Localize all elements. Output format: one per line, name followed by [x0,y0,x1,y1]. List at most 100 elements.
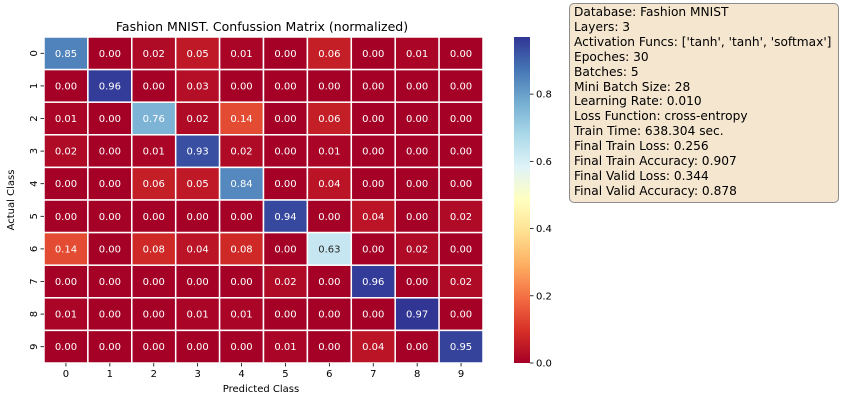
x-tick-label: 3 [194,369,200,380]
heatmap-cell [394,134,440,169]
cell-value-label: 0.04 [362,342,384,353]
cell-value-label: 0.00 [99,147,121,158]
x-tick-label: 9 [458,369,464,380]
cell-value-label: 0.00 [55,179,77,190]
colorbar-tick-label: 0.2 [536,291,552,302]
cell-value-label: 0.01 [55,114,77,125]
cell-value-label: 0.01 [143,147,165,158]
cell-value-label: 0.01 [230,49,252,60]
cell-value-label: 0.00 [99,114,121,125]
cell-value-label: 0.06 [318,114,340,125]
cell-value-label: 0.00 [450,81,472,92]
heatmap-cell [87,134,133,169]
y-tick-label: 4 [29,181,40,187]
x-tick-label: 5 [282,369,288,380]
cell-value-label: 0.00 [187,342,209,353]
cell-value-label: 0.01 [230,310,252,321]
y-tick-label: 9 [29,344,40,350]
info-line: Mini Batch Size: 28 [574,79,691,94]
heatmap-cell [350,36,396,71]
cell-value-label: 0.02 [450,277,472,288]
cell-value-label: 0.00 [274,114,296,125]
cell-value-label: 0.00 [274,310,296,321]
heatmap-cell [262,36,309,71]
cell-value-label: 0.08 [230,244,252,255]
cell-value-label: 0.02 [230,147,252,158]
y-tick-label: 7 [29,278,40,284]
cell-value-label: 0.04 [362,212,384,223]
heatmap-cell [174,199,221,234]
cell-value-label: 0.01 [274,342,296,353]
y-tick-label: 6 [29,246,40,252]
cell-value-label: 0.00 [406,277,428,288]
cell-value-label: 0.00 [318,342,340,353]
y-tick-label: 0 [29,50,40,56]
cell-value-label: 0.00 [99,212,121,223]
y-axis-label: Actual Class [6,170,17,231]
heatmap-cell [438,199,484,234]
training-info-box: Database: Fashion MNIST Layers: 3 Activati… [569,3,839,203]
x-tick-label: 0 [63,369,69,380]
heatmap-cell [350,101,396,136]
cell-value-label: 0.02 [406,244,428,255]
cell-value-label: 0.84 [230,179,252,190]
cell-value-label: 0.00 [187,277,209,288]
cell-value-label: 0.01 [406,49,428,60]
colorbar-tick-label: 0.8 [536,90,552,101]
cell-value-label: 0.00 [406,81,428,92]
cell-value-label: 0.06 [143,179,165,190]
cell-value-label: 0.00 [406,114,428,125]
cell-value-label: 0.00 [55,277,77,288]
y-tick-label: 8 [29,311,40,317]
info-line: Final Train Accuracy: 0.907 [574,154,737,169]
cell-value-label: 0.01 [55,310,77,321]
x-tick-label: 8 [414,369,420,380]
cell-value-label: 0.00 [230,277,252,288]
cell-value-label: 0.00 [450,310,472,321]
heatmap-cell [218,101,265,136]
cell-value-label: 0.00 [55,81,77,92]
cell-value-label: 0.00 [406,342,428,353]
cell-value-label: 0.01 [187,310,209,321]
y-tick-label: 2 [29,115,40,121]
cell-value-label: 0.00 [274,244,296,255]
heatmap-cell [350,68,396,103]
cell-value-label: 0.93 [187,147,209,158]
heatmap-cell [394,36,440,71]
x-tick-label: 4 [238,369,244,380]
colorbar-ticks: 0.0 0.2 0.4 0.6 0.8 [530,90,552,370]
x-axis-label: Predicted Class [223,384,299,395]
cell-value-label: 0.00 [318,81,340,92]
colorbar [514,37,530,363]
x-axis: 0 1 2 3 4 5 6 7 8 9 [63,363,464,380]
cell-value-label: 0.03 [187,81,209,92]
heatmap-cell [174,231,221,266]
heatmap-cell [306,329,353,364]
info-line: Batches: 5 [574,64,639,79]
cell-value-label: 0.00 [450,114,472,125]
y-tick-label: 3 [29,148,40,154]
heatmap-cell [350,166,396,201]
heatmap-cell [394,231,440,266]
heatmap-cell [438,134,484,169]
cell-value-label: 0.00 [318,310,340,321]
cell-value-label: 0.00 [274,179,296,190]
heatmap-cell [43,68,89,103]
cell-value-label: 0.00 [318,277,340,288]
heatmap-cell [174,101,221,136]
heatmap-cell [306,134,353,169]
cell-value-label: 0.04 [318,179,340,190]
info-line: Layers: 3 [574,19,631,34]
heatmap-cell [131,166,177,201]
cell-value-label: 0.00 [143,310,165,321]
heatmap-cell [87,231,133,266]
info-line: Activation Funcs: ['tanh', 'tanh', 'soft… [574,34,832,49]
cell-value-label: 0.05 [187,179,209,190]
heatmap-cell [174,134,221,169]
heatmap-cell [218,297,265,332]
info-line: Train Time: 638.304 sec. [574,124,724,139]
cell-value-label: 0.00 [450,49,472,60]
heatmap-cell [394,297,440,332]
heatmap-cell [438,297,484,332]
